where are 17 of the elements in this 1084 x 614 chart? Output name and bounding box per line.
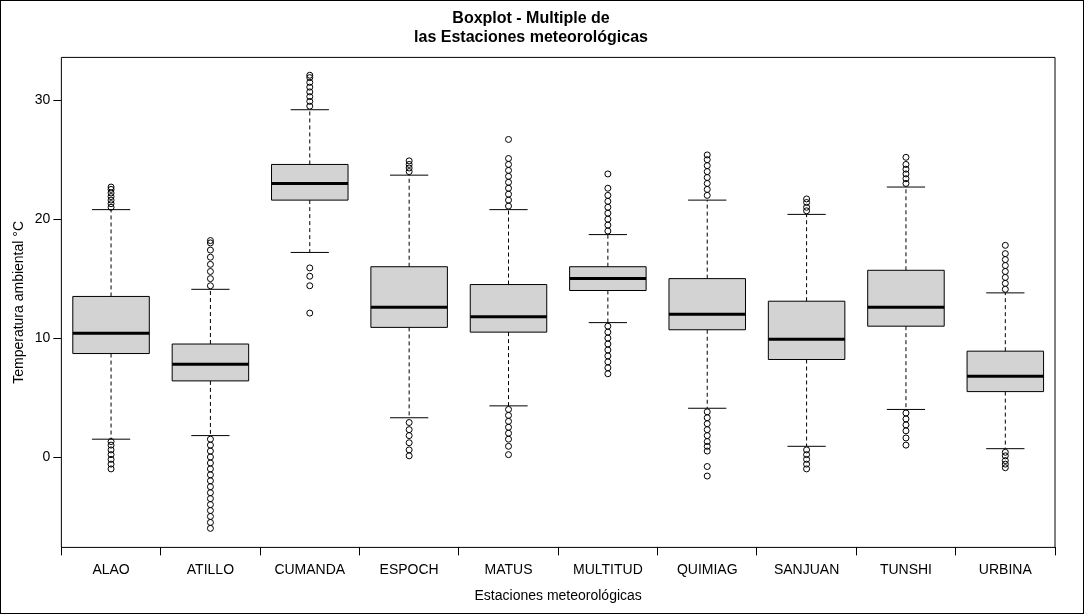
x-tick-label: ATILLO bbox=[186, 560, 235, 577]
x-tick-label: ALAO bbox=[92, 560, 130, 577]
x-tick-label: MULTITUD bbox=[573, 560, 643, 577]
x-tick-label: SANJUAN bbox=[773, 560, 840, 577]
x-tick-label: URBINA bbox=[978, 560, 1033, 577]
y-tick-label: 0 bbox=[42, 447, 51, 464]
y-tick-label: 20 bbox=[34, 210, 51, 227]
x-axis-title: Estaciones meteorológicas bbox=[474, 587, 642, 604]
y-axis-title: Temperatura ambiental °C bbox=[10, 221, 27, 384]
x-tick-label: ESPOCH bbox=[379, 560, 439, 577]
x-tick-label: CUMANDA bbox=[274, 560, 346, 577]
chart-title: Boxplot - Multiple de las Estaciones meteorológicas bbox=[414, 9, 649, 46]
x-tick-label: MATUS bbox=[484, 560, 533, 577]
x-tick-label: TUNSHI bbox=[879, 560, 933, 577]
y-tick-label: 10 bbox=[34, 328, 51, 345]
x-tick-label: QUIMIAG bbox=[676, 560, 738, 577]
y-tick-label: 30 bbox=[34, 91, 51, 108]
